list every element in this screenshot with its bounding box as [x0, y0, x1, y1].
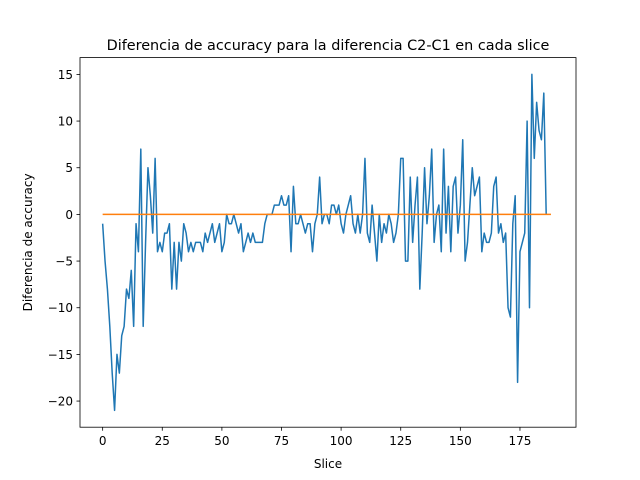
x-tick-label: 100: [330, 434, 353, 448]
y-axis-label: Diferencia de accuracy: [21, 173, 35, 311]
y-tick-label: 0: [65, 208, 73, 222]
y-tick-label: −15: [48, 348, 73, 362]
x-tick-label: 25: [155, 434, 170, 448]
chart-title: Diferencia de accuracy para la diferenci…: [107, 38, 550, 54]
x-tick-label: 125: [389, 434, 412, 448]
y-tick-label: 15: [58, 68, 73, 82]
x-tick-label: 50: [214, 434, 229, 448]
y-axis-ticks: −20 −15 −10 −5 0 5 10 15: [48, 68, 80, 409]
x-tick-label: 0: [99, 434, 107, 448]
x-tick-label: 150: [449, 434, 472, 448]
y-tick-label: 10: [58, 115, 73, 129]
y-tick-label: −5: [55, 255, 73, 269]
x-axis-label: Slice: [314, 457, 342, 471]
series-layer: [101, 73, 551, 412]
plot-area: 0 25 50 75 100 125 150 175 −20 −15 −10 −5 0 5 10 15: [48, 57, 577, 448]
y-tick-label: −20: [48, 395, 73, 409]
x-tick-label: 75: [274, 434, 289, 448]
x-tick-label: 175: [509, 434, 532, 448]
x-axis-ticks: 0 25 50 75 100 125 150 175: [99, 427, 532, 448]
axes-frame: [79, 57, 577, 428]
y-tick-label: −10: [48, 301, 73, 315]
y-tick-label: 5: [65, 161, 73, 175]
